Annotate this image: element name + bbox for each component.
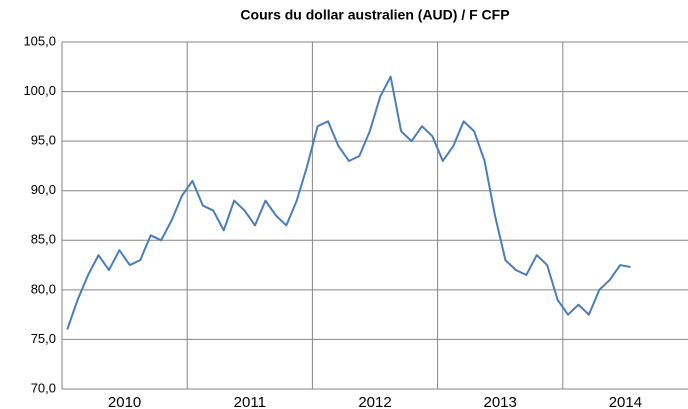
x-tick-label: 2013 [484,394,517,409]
y-tick-label: 75,0 [31,331,56,346]
x-tick-label: 2011 [234,394,266,409]
y-tick-label: 85,0 [31,232,56,247]
y-tick-label: 90,0 [31,182,56,197]
x-tick-label: 2010 [108,394,141,409]
line-series [66,75,631,330]
chart-title: Cours du dollar australien (AUD) / F CFP [240,7,509,23]
y-tick-label: 80,0 [31,281,56,296]
y-tick-label: 70,0 [31,380,56,395]
x-tick-label: 2012 [358,394,391,409]
y-tick-label: 95,0 [31,133,56,148]
y-tick-label: 105,0 [23,33,56,48]
x-tick-label: 2014 [609,394,642,409]
y-tick-label: 100,0 [23,83,56,98]
